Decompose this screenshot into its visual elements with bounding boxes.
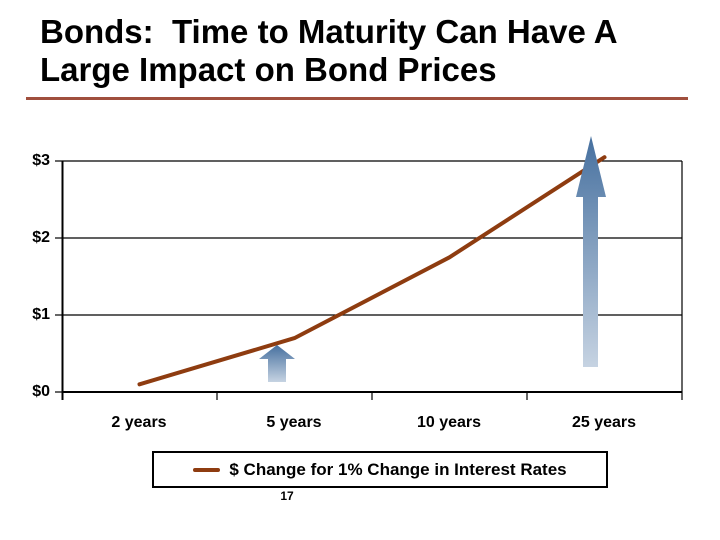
y-tick-label-1: $1 — [32, 306, 50, 323]
title-underline-rule — [26, 97, 688, 100]
large-up-arrow-25-years — [576, 136, 606, 367]
y-tick-label-0: $0 — [32, 383, 50, 400]
x-tick-label-25-years: 25 years — [571, 414, 637, 431]
y-tick-label-2: $2 — [32, 229, 50, 246]
x-tick-label-10-years: 10 years — [416, 414, 482, 431]
x-tick-label-5-years: 5 years — [266, 414, 322, 431]
legend-line-marker — [193, 467, 221, 472]
x-tick-label-2-years: 2 years — [111, 414, 167, 431]
page-title: Bonds: Time to Maturity Can Have A Large… — [40, 13, 618, 89]
small-up-arrow-5-years — [259, 345, 295, 382]
gridlines — [62, 160, 683, 392]
chart-legend: $ Change for 1% Change in Interest Rates — [152, 451, 608, 488]
slide-page-number: 17 — [280, 489, 294, 503]
y-tick-label-3: $3 — [32, 152, 50, 169]
page-title-line-1: Bonds: Time to Maturity Can Have A — [40, 13, 618, 50]
x-axis-ticks — [216, 392, 683, 400]
legend-series-label: $ Change for 1% Change in Interest Rates — [229, 459, 567, 479]
y-axis-ticks — [55, 160, 62, 393]
data-line — [137, 155, 607, 387]
page-title-line-2: Large Impact on Bond Prices — [40, 51, 497, 88]
